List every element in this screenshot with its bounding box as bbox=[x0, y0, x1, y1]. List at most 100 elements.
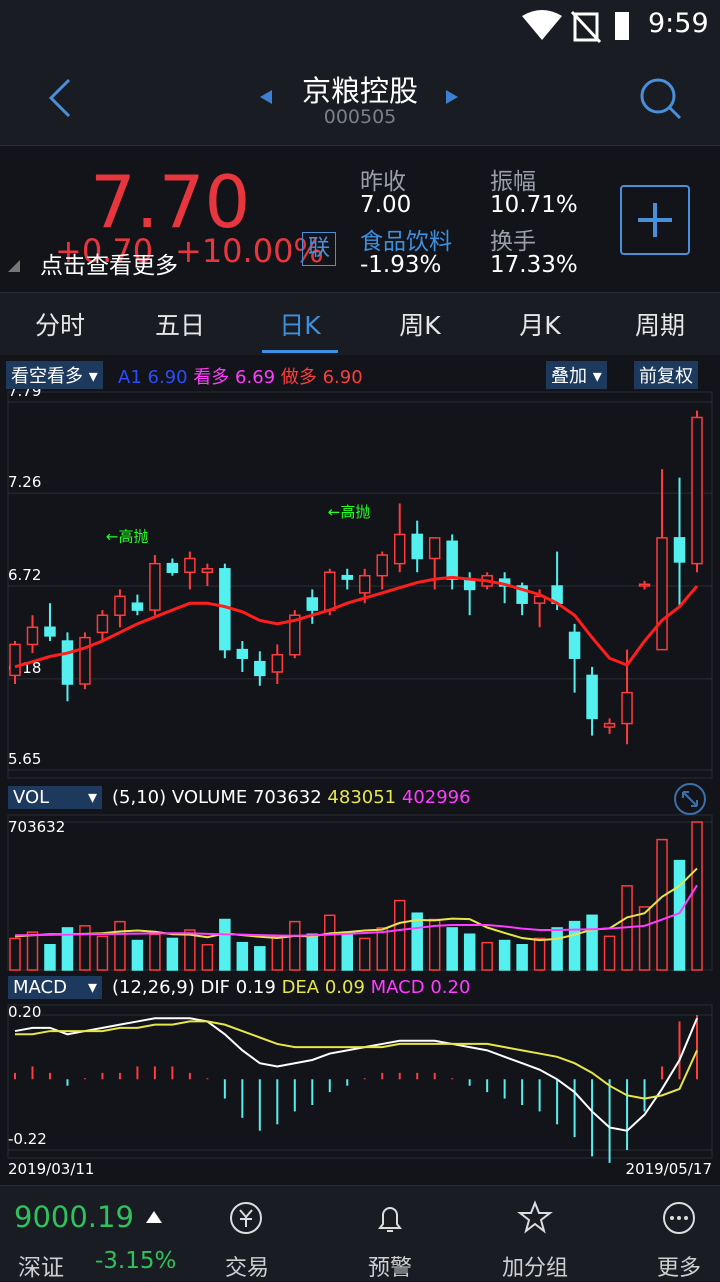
tab[interactable]: 分时 bbox=[34, 311, 85, 340]
volume-bar bbox=[446, 927, 458, 971]
candle-body bbox=[131, 602, 144, 611]
indicator-select[interactable]: 看空看多 ▾ bbox=[6, 361, 103, 389]
volume-bar bbox=[236, 941, 249, 971]
candle-body bbox=[691, 416, 703, 565]
volume-bar bbox=[79, 925, 91, 971]
nav-label[interactable]: 加分组 bbox=[501, 1256, 568, 1281]
trade-icon[interactable] bbox=[228, 1200, 264, 1236]
index-change: -3.15% bbox=[95, 1248, 177, 1274]
candle-body bbox=[79, 636, 91, 685]
bottom-bar bbox=[0, 1185, 720, 1281]
volume-bar bbox=[289, 920, 301, 971]
candle-body bbox=[603, 722, 616, 728]
volume-bar bbox=[656, 838, 668, 971]
legend-name: DIF bbox=[200, 977, 231, 998]
alert-icon[interactable] bbox=[372, 1200, 408, 1236]
candle-body bbox=[271, 654, 284, 673]
expand-button[interactable] bbox=[673, 782, 707, 816]
candle-body bbox=[201, 568, 214, 573]
nav-label[interactable]: 更多 bbox=[656, 1256, 701, 1281]
dif-line bbox=[14, 1017, 698, 1132]
candle-body bbox=[236, 648, 249, 659]
candle-body bbox=[446, 540, 458, 580]
legend-name: DEA bbox=[281, 977, 320, 998]
nav-label[interactable]: 预警 bbox=[367, 1256, 412, 1281]
more-link[interactable]: 点击查看更多 bbox=[40, 253, 178, 279]
candle-body bbox=[9, 643, 21, 677]
candle-body bbox=[341, 574, 354, 580]
legend-value: 703632 bbox=[252, 787, 322, 808]
group-icon[interactable] bbox=[517, 1200, 553, 1236]
candle-body bbox=[184, 557, 196, 573]
candle-body bbox=[114, 595, 126, 616]
status-icons bbox=[522, 10, 629, 44]
params: (5,10) bbox=[112, 787, 167, 808]
candle-body bbox=[96, 614, 109, 634]
y-tick-label: 0.20 bbox=[8, 1003, 41, 1021]
volume-bar bbox=[9, 937, 21, 971]
volume-bar bbox=[463, 933, 476, 971]
add-button[interactable] bbox=[620, 185, 690, 255]
nav-label[interactable]: 交易 bbox=[224, 1256, 269, 1281]
candle-body bbox=[428, 537, 441, 560]
candle-body bbox=[358, 574, 371, 594]
candle-body bbox=[656, 537, 668, 651]
candle-body bbox=[44, 626, 56, 637]
next-stock[interactable] bbox=[444, 88, 460, 106]
sector-link[interactable]: 食品饮料 bbox=[360, 229, 452, 255]
vol-select[interactable]: VOL ▾ bbox=[8, 786, 102, 809]
annotation: ←高抛 bbox=[106, 527, 149, 545]
candle-body bbox=[61, 640, 74, 685]
macd-select[interactable]: MACD ▾ bbox=[8, 976, 102, 999]
link-button[interactable]: 联 bbox=[302, 232, 336, 266]
tab[interactable]: 五日 bbox=[154, 311, 205, 340]
y-tick-label: 5.65 bbox=[8, 750, 41, 768]
legend-name: A1 bbox=[118, 367, 142, 388]
volume-bar bbox=[149, 933, 161, 971]
macd-legend: (12,26,9) DIF 0.19 DEA 0.09 MACD 0.20 bbox=[112, 977, 470, 998]
end-date: 2019/05/17 bbox=[625, 1160, 712, 1178]
panel-frame bbox=[7, 1004, 713, 1159]
legend-name: 看多 bbox=[193, 367, 230, 388]
up-arrow bbox=[146, 1211, 162, 1223]
stat-value: 10.71% bbox=[490, 192, 578, 218]
volume-bar bbox=[516, 944, 528, 971]
tab-active[interactable]: 日K bbox=[279, 311, 321, 340]
volume-bar bbox=[498, 939, 511, 971]
y-tick-label: 703632 bbox=[8, 818, 65, 836]
volume-bar bbox=[341, 931, 354, 971]
volume-bar bbox=[586, 914, 598, 971]
volume-bar bbox=[271, 935, 284, 971]
volume-bar bbox=[166, 937, 179, 971]
start-date: 2019/03/11 bbox=[8, 1160, 95, 1178]
header bbox=[0, 50, 720, 146]
candle-body bbox=[289, 614, 301, 656]
y-tick-label: -0.22 bbox=[8, 1130, 47, 1148]
more-icon[interactable] bbox=[661, 1200, 697, 1236]
tab-bar bbox=[0, 292, 720, 355]
tab[interactable]: 周期 bbox=[634, 311, 685, 340]
legend-name: VOLUME bbox=[171, 787, 248, 808]
stat-label: 换手 bbox=[490, 229, 536, 255]
volume-bar bbox=[376, 927, 388, 971]
volume-bar bbox=[61, 927, 74, 971]
change-pct: +10.00% bbox=[175, 232, 324, 270]
tab[interactable]: 月K bbox=[519, 311, 561, 340]
candle-body bbox=[324, 571, 336, 611]
stat-label: 昨收 bbox=[360, 169, 406, 195]
back-button[interactable] bbox=[45, 78, 75, 118]
annotation: ←高抛 bbox=[328, 503, 371, 521]
prev-stock[interactable] bbox=[258, 88, 274, 106]
adjust-button[interactable]: 前复权 bbox=[634, 361, 698, 389]
change: +0.70 bbox=[55, 232, 154, 270]
candle-body bbox=[621, 691, 633, 725]
search-button[interactable] bbox=[638, 76, 682, 120]
vol-legend: (5,10) VOLUME 703632 483051 402996 bbox=[112, 787, 471, 808]
volume-bar bbox=[324, 914, 336, 971]
legend-value: 6.90 bbox=[147, 367, 188, 388]
tab[interactable]: 周K bbox=[399, 311, 441, 340]
clock: 9:59 bbox=[648, 8, 709, 39]
overlay-button[interactable]: 叠加 ▾ bbox=[546, 361, 607, 389]
legend-name: 做多 bbox=[280, 367, 317, 388]
volume-bar bbox=[254, 946, 266, 971]
